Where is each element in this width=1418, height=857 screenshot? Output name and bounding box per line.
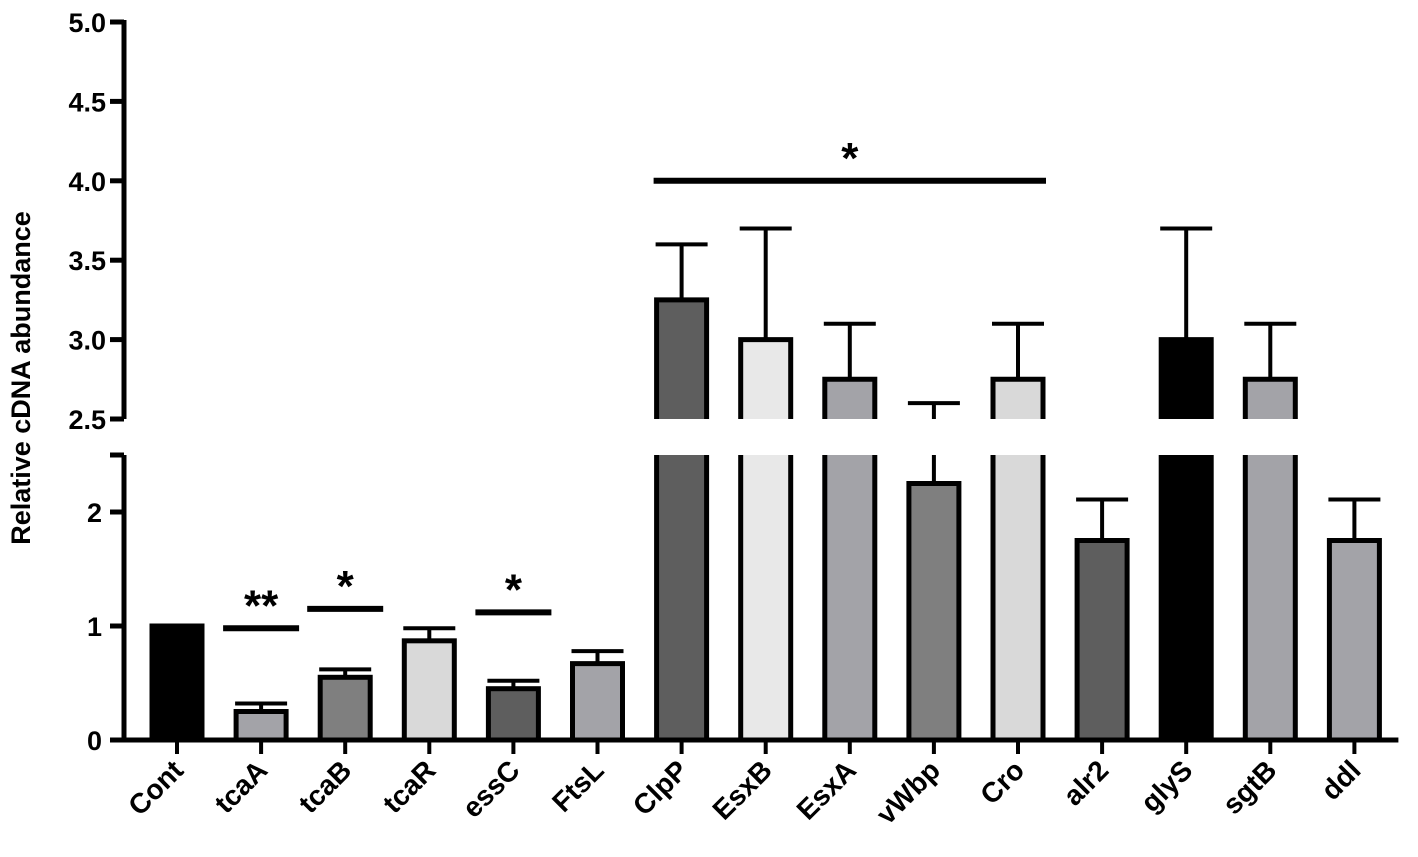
bar-vWbp xyxy=(906,481,962,743)
y-tick-label: 2.5 xyxy=(68,405,106,435)
y-tick-label: 2 xyxy=(87,498,102,528)
error-bar-tcaB xyxy=(319,667,372,678)
error-bar-ddl xyxy=(1328,497,1381,541)
significance-marker: ** xyxy=(223,581,300,632)
x-tick-label: EsxA xyxy=(791,754,862,825)
error-bar-alr2 xyxy=(1076,497,1129,541)
significance-label: ** xyxy=(244,581,279,630)
y-tick-label: 5.0 xyxy=(68,8,106,38)
bar-sgtB xyxy=(1242,376,1298,743)
x-tick-labels: Cont tcaA tcaB tcaR essC FtsL ClpP EsxB EsxA vWbp… xyxy=(122,754,1366,830)
x-tick-label: glyS xyxy=(1135,754,1199,818)
x-tick-label: tcaR xyxy=(377,754,442,819)
significance-label: * xyxy=(841,134,859,183)
x-tick-label: sgtB xyxy=(1217,754,1283,820)
y-axis-label: Relative cDNA abundance xyxy=(6,211,36,545)
bar-EsxB xyxy=(738,337,794,743)
significance-label: * xyxy=(505,565,523,614)
bar-FtsL xyxy=(570,661,625,743)
error-bar-FtsL xyxy=(571,649,624,664)
error-bar-EsxA xyxy=(823,321,876,380)
y-tick-label: 0 xyxy=(87,726,102,756)
significance-marker: * xyxy=(653,134,1046,184)
y-tick-label: 3.5 xyxy=(68,246,106,276)
x-tick-label: Cro xyxy=(974,754,1030,810)
error-bar-ClpP xyxy=(655,242,708,300)
x-tick-label: essC xyxy=(456,754,525,823)
y-tick-label: 4.5 xyxy=(68,87,106,117)
error-bar-Cro xyxy=(992,321,1044,380)
x-tick-label: tcaA xyxy=(208,754,273,819)
x-tick-label: tcaB xyxy=(293,754,358,819)
bar-ddl xyxy=(1326,538,1382,743)
bars xyxy=(149,297,1382,743)
x-tick-label: ClpP xyxy=(627,754,694,821)
x-tick-label: alr2 xyxy=(1057,754,1114,811)
bar-alr2 xyxy=(1074,538,1130,743)
bar-tcaB xyxy=(317,674,373,743)
bar-Cont xyxy=(149,623,205,743)
bar-glyS xyxy=(1158,337,1214,743)
error-bar-tcaA xyxy=(235,701,288,712)
significance-marker: * xyxy=(475,565,552,616)
bar-EsxA xyxy=(822,376,878,743)
error-bar-essC xyxy=(487,678,540,689)
error-bar-vWbp xyxy=(907,401,960,484)
error-bar-EsxB xyxy=(739,226,792,340)
significance-marker: * xyxy=(307,562,384,612)
bar-Cro xyxy=(990,376,1046,743)
x-tick-label: ddl xyxy=(1315,754,1367,806)
error-bars xyxy=(235,226,1381,712)
x-tick-label: Cont xyxy=(122,754,189,821)
bar-tcaA xyxy=(233,709,289,743)
significance-label: * xyxy=(337,562,355,611)
x-tick-label: EsxB xyxy=(706,754,777,825)
bar-ClpP xyxy=(654,297,710,743)
y-tick-label: 4.0 xyxy=(68,167,106,197)
y-tick-label: 3.0 xyxy=(68,326,106,356)
error-bar-tcaR xyxy=(403,626,456,641)
x-tick-label: vWbp xyxy=(870,754,946,830)
y-tick-label: 1 xyxy=(87,612,102,642)
bar-essC xyxy=(485,686,541,743)
bar-tcaR xyxy=(401,638,457,743)
significance-annotations: ** * ** xyxy=(223,134,1046,632)
error-bar-glyS xyxy=(1160,226,1213,340)
x-tick-label: FtsL xyxy=(546,754,610,818)
error-bar-sgtB xyxy=(1244,321,1297,380)
